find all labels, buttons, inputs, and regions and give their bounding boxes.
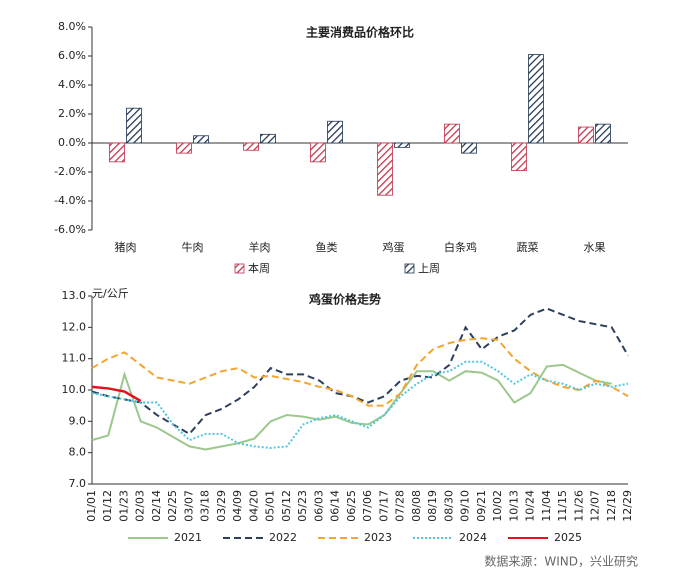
bar [578,126,594,144]
x-tick-label: 10/24 [524,490,537,522]
y-tick-label: 8.0 [69,446,87,459]
bar [243,142,259,151]
bar [260,133,276,144]
y-tick-label: 12.0 [62,320,87,333]
legend-label: 2022 [269,531,297,544]
x-tick-label: 05/01 [264,490,277,522]
x-tick-label: 03/07 [182,490,195,522]
x-tick-label: 04/09 [231,490,244,522]
x-tick-label: 06/14 [329,490,342,522]
legend-label: 2023 [364,531,392,544]
x-tick-label: 03/18 [199,490,212,522]
y-tick-label: 9.0 [69,414,87,427]
x-tick-label: 09/21 [475,490,488,522]
bar [394,142,410,148]
bar [193,135,209,144]
y-tick-label: -4.0% [54,194,86,207]
x-tick-label: 02/03 [134,490,147,522]
y-tick-label: 6.0% [58,49,86,62]
bar [461,142,477,154]
x-tick-label: 白条鸡 [444,240,477,254]
source: 数据来源：WIND，兴业研究 [484,554,638,569]
x-tick-label: 01/23 [117,490,130,522]
x-tick-label: 水果 [584,241,606,254]
x-tick-label: 11/15 [556,490,569,522]
x-tick-label: 08/08 [410,490,423,522]
x-tick-label: 01/12 [101,490,114,522]
x-tick-label: 羊肉 [249,240,271,254]
y-axis-label: 元/公斤 [92,287,129,300]
line-series [91,307,629,436]
y-tick-label: 7.0 [69,477,87,490]
y-tick-label: 11.0 [62,352,87,365]
x-tick-label: 12/07 [589,490,602,522]
x-tick-label: 02/25 [166,490,179,522]
chart-title t: 主要消费品价格环比 [306,25,414,40]
x-tick-label: 07/06 [361,490,374,522]
x-tick-label: 04/20 [247,490,260,522]
x-tick-label: 猪肉 [115,241,137,254]
legend-label: 上周 [418,262,440,275]
x-tick-label: 07/17 [377,490,390,522]
bar [327,120,343,144]
x-tick-label: 07/28 [394,490,407,522]
y-tick-label: 10.0 [62,383,87,396]
bar [377,142,393,196]
x-tick-label: 12/29 [621,490,634,522]
x-tick-label: 05/12 [280,490,293,522]
x-tick-label: 03/29 [215,490,228,522]
x-tick-label: 05/23 [296,490,309,522]
line-series [91,385,142,403]
y-tick-label: 4.0% [58,78,86,91]
bar [109,142,125,163]
x-tick-label: 牛肉 [182,240,204,254]
legend-swatch [234,263,245,274]
x-tick-label: 06/25 [345,490,358,522]
bar [511,142,527,171]
legend-label: 2024 [459,531,487,544]
line-series [91,337,629,407]
x-tick-label: 蔬菜 [517,241,539,254]
x-tick-label: 08/19 [426,490,439,522]
x-tick-label: 11/04 [540,490,553,522]
x-tick-label: 01/01 [85,490,98,522]
x-tick-label: 12/18 [605,490,618,522]
line-series [91,360,629,449]
x-tick-label: 11/26 [572,490,585,522]
bar [176,142,192,154]
legend-label: 2025 [554,531,582,544]
x-tick-label: 06/03 [312,490,325,522]
chart-title: 鸡蛋价格走势 [308,292,381,307]
bar [444,123,460,144]
y-tick-label: 2.0% [58,107,86,120]
y-tick-label: 13.0 [62,289,87,302]
y-tick-label: 0.0% [58,136,86,149]
x-tick-label: 鸡蛋 [383,240,405,254]
bar [528,54,544,144]
bar [310,142,326,163]
bar [595,123,611,144]
x-tick-label: 10/13 [507,490,520,522]
x-tick-label: 02/14 [150,490,163,522]
y-tick-label: -6.0% [54,223,86,236]
x-tick-label: 09/10 [459,490,472,522]
legend-label: 本周 [248,261,270,275]
x-tick-label: 08/30 [442,490,455,522]
y-tick-label: -2.0% [54,165,86,178]
legend-label: 2021 [174,531,202,544]
y-tick-label: 8.0% [58,20,86,33]
legend-swatch [404,263,415,274]
bar [126,107,142,144]
line-series [91,363,612,451]
x-tick-label: 鱼类 [316,240,338,254]
x-tick-label: 10/02 [491,490,504,522]
